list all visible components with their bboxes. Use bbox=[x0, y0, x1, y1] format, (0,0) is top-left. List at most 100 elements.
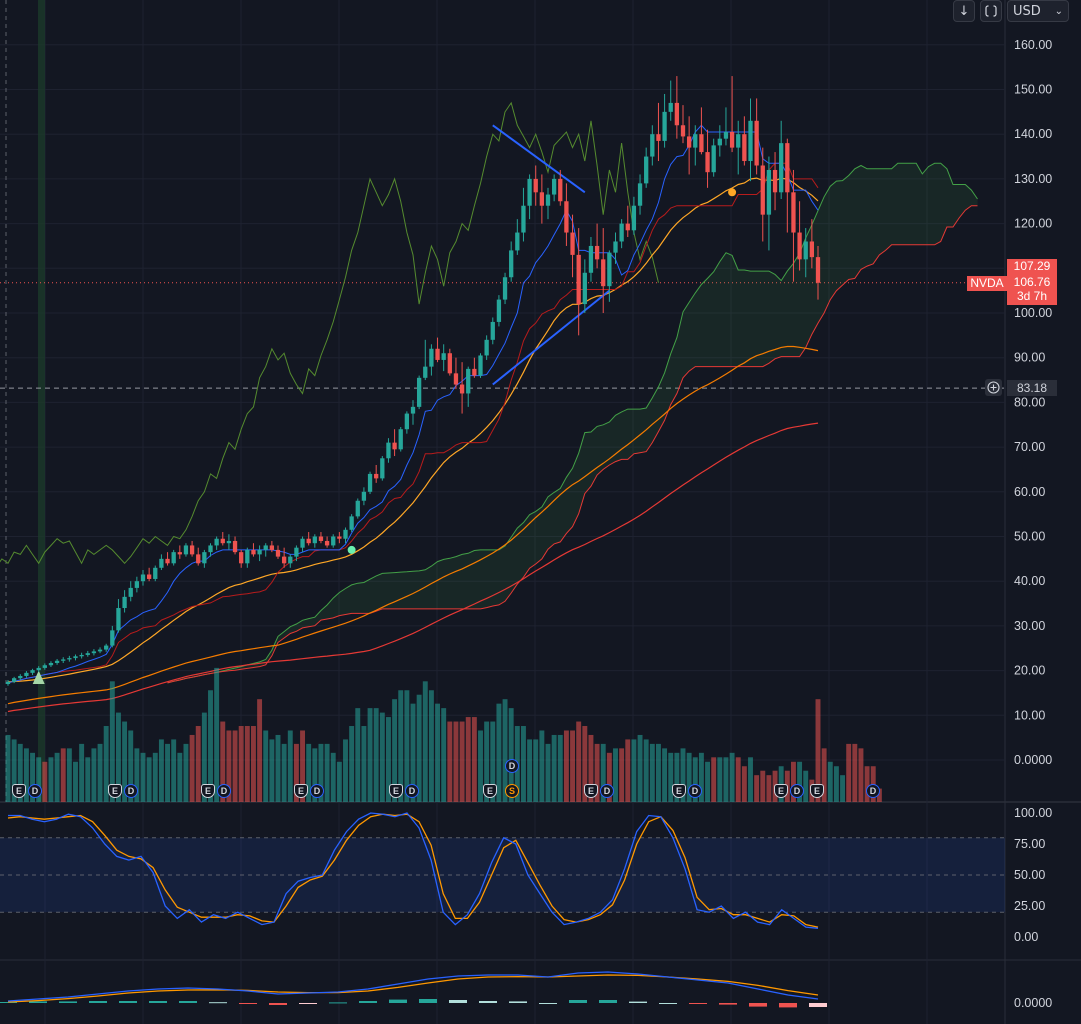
indicator-overlays bbox=[0, 101, 978, 713]
split-marker[interactable]: S bbox=[505, 784, 519, 798]
volume-bar bbox=[508, 708, 514, 802]
signal-dot bbox=[728, 188, 737, 197]
earnings-marker[interactable]: E bbox=[810, 784, 824, 798]
volume-bar bbox=[140, 752, 146, 802]
add-alert-button[interactable] bbox=[985, 379, 1002, 396]
volume-bar bbox=[128, 730, 134, 802]
candle-body bbox=[441, 353, 446, 360]
highlight-band bbox=[38, 0, 45, 802]
dividend-marker[interactable]: D bbox=[790, 784, 804, 798]
candle-body bbox=[79, 654, 84, 657]
volume-bar bbox=[238, 726, 244, 802]
dividend-marker[interactable]: D bbox=[600, 784, 614, 798]
earnings-marker[interactable]: E bbox=[294, 784, 308, 798]
candle-body bbox=[232, 540, 238, 553]
candle-body bbox=[705, 152, 710, 173]
volume-bar bbox=[613, 748, 618, 802]
candle-body bbox=[214, 538, 219, 546]
earnings-marker[interactable]: E bbox=[389, 784, 403, 798]
fullscreen-button[interactable] bbox=[980, 0, 1002, 22]
stoch-axis-tick: 0.00 bbox=[1014, 930, 1038, 944]
volume-bar bbox=[392, 699, 398, 802]
kijun-line bbox=[7, 162, 819, 684]
candle-body bbox=[48, 663, 54, 666]
dividend-marker[interactable]: D bbox=[866, 784, 880, 798]
candle-body bbox=[410, 406, 416, 414]
earnings-marker[interactable]: E bbox=[483, 784, 497, 798]
candle-body bbox=[619, 223, 624, 242]
volume-bar bbox=[91, 748, 97, 802]
candle-body bbox=[466, 368, 471, 394]
macd-histogram-bar bbox=[209, 1002, 227, 1004]
candle-body bbox=[680, 125, 686, 137]
volume-bar bbox=[189, 734, 195, 802]
candle-body bbox=[558, 178, 563, 202]
candle-body bbox=[104, 645, 109, 650]
candle-body bbox=[24, 672, 29, 676]
candle-body bbox=[208, 545, 213, 553]
macd-histogram-bar bbox=[689, 1003, 707, 1004]
dividend-marker[interactable]: D bbox=[310, 784, 324, 798]
price-axis-tick: 90.00 bbox=[1014, 351, 1045, 365]
volume-bar bbox=[680, 748, 686, 802]
macd-histogram-bar bbox=[569, 1000, 587, 1003]
symbol-tag: NVDA bbox=[967, 276, 1007, 291]
candle-body bbox=[779, 143, 784, 193]
download-button[interactable]: ↓ bbox=[953, 0, 975, 22]
candle-body bbox=[177, 552, 182, 555]
dividend-marker[interactable]: D bbox=[505, 759, 519, 773]
candle-body bbox=[30, 670, 35, 673]
ma-medium-line bbox=[7, 345, 819, 705]
volume-bar bbox=[23, 748, 29, 802]
volume-bar bbox=[30, 752, 35, 802]
volume-bar bbox=[827, 761, 833, 802]
macd-histogram-bar bbox=[29, 1001, 47, 1003]
price-axis-tick: 120.00 bbox=[1014, 217, 1052, 231]
stoch-axis-tick: 75.00 bbox=[1014, 837, 1045, 851]
earnings-marker[interactable]: E bbox=[672, 784, 686, 798]
candle-body bbox=[637, 183, 643, 206]
earnings-marker[interactable]: E bbox=[774, 784, 788, 798]
candle-body bbox=[245, 549, 250, 564]
volume-bar bbox=[300, 730, 305, 802]
candle-body bbox=[521, 205, 526, 233]
currency-label: USD bbox=[1013, 3, 1041, 19]
volume-bar bbox=[748, 757, 753, 802]
earnings-marker[interactable]: E bbox=[108, 784, 122, 798]
macd-axis-tick: 0.0000 bbox=[1014, 996, 1052, 1010]
volume-bar bbox=[103, 726, 109, 802]
volume-bar bbox=[232, 730, 238, 802]
candle-body bbox=[650, 134, 655, 157]
currency-select[interactable]: USD ⌄ bbox=[1007, 0, 1069, 22]
dividend-marker[interactable]: D bbox=[688, 784, 702, 798]
macd-histogram-bar bbox=[719, 1003, 737, 1005]
earnings-marker[interactable]: E bbox=[201, 784, 215, 798]
volume-bar bbox=[183, 743, 189, 802]
stochastic-panel bbox=[0, 812, 1005, 929]
candle-body bbox=[594, 245, 600, 260]
macd-histogram-bar bbox=[239, 1003, 257, 1004]
volume-bar bbox=[122, 721, 128, 802]
dividend-marker[interactable]: D bbox=[217, 784, 231, 798]
earnings-marker[interactable]: E bbox=[584, 784, 598, 798]
volume-bar bbox=[398, 690, 404, 802]
candle-body bbox=[423, 366, 428, 378]
volume-bar bbox=[171, 739, 177, 802]
volume-bar bbox=[152, 752, 158, 802]
macd-histogram-bar bbox=[509, 1001, 527, 1003]
dividend-marker[interactable]: D bbox=[124, 784, 138, 798]
chikou-span bbox=[0, 101, 659, 565]
price-axis-tick: 50.00 bbox=[1014, 530, 1045, 544]
macd-histogram-bar bbox=[539, 1003, 557, 1004]
candle-body bbox=[490, 321, 495, 340]
candle-body bbox=[140, 574, 146, 582]
candle-body bbox=[644, 156, 649, 184]
dividend-marker[interactable]: D bbox=[405, 784, 419, 798]
earnings-marker[interactable]: E bbox=[12, 784, 26, 798]
candle-body bbox=[803, 241, 808, 260]
dividend-marker[interactable]: D bbox=[28, 784, 42, 798]
candle-body bbox=[459, 384, 465, 394]
candle-body bbox=[116, 608, 121, 631]
volume-bar bbox=[656, 743, 661, 802]
